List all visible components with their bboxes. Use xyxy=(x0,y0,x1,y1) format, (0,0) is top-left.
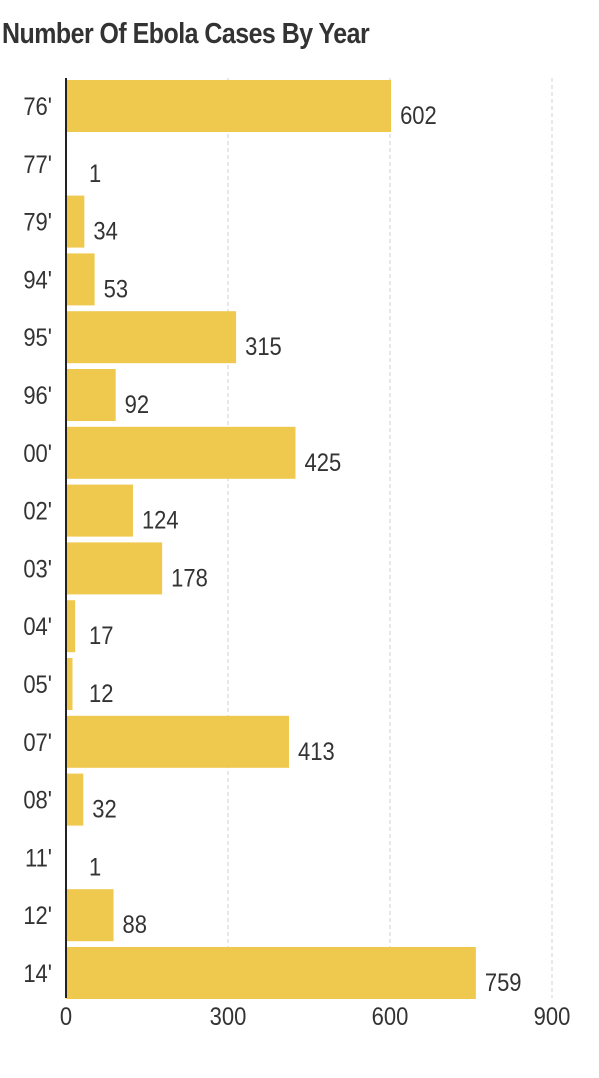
value-label: 178 xyxy=(171,564,208,592)
x-tick-label: 900 xyxy=(534,1003,571,1031)
labels: 0 300 600 900 76' 602 77' 1 79' 34 94' 53 95' 315 96' 9… xyxy=(23,93,570,1031)
value-label: 88 xyxy=(123,911,147,939)
category-label: 96' xyxy=(23,382,52,410)
category-label: 76' xyxy=(23,93,52,121)
category-label: 00' xyxy=(23,440,52,468)
bar xyxy=(66,600,76,653)
value-label: 124 xyxy=(142,506,179,534)
bar xyxy=(66,253,95,306)
bar xyxy=(66,773,84,826)
bars xyxy=(66,80,476,999)
x-tick-label: 0 xyxy=(60,1003,72,1031)
gridlines xyxy=(227,78,553,998)
bar xyxy=(66,658,73,710)
value-label: 53 xyxy=(104,275,128,303)
value-label: 425 xyxy=(305,449,342,477)
bar xyxy=(66,195,85,248)
bar xyxy=(66,426,296,479)
value-label: 17 xyxy=(89,622,113,650)
value-label: 1 xyxy=(89,160,101,188)
bar xyxy=(66,311,237,364)
bar xyxy=(66,542,163,595)
category-label: 12' xyxy=(23,902,52,930)
value-label: 602 xyxy=(400,102,437,130)
value-label: 32 xyxy=(92,795,116,823)
category-label: 05' xyxy=(23,671,52,699)
category-label: 02' xyxy=(23,497,52,525)
category-label: 11' xyxy=(25,844,52,872)
bar xyxy=(66,484,133,537)
value-label: 759 xyxy=(485,969,522,997)
x-tick-label: 300 xyxy=(210,1003,247,1031)
value-label: 92 xyxy=(125,391,149,419)
x-tick-label: 600 xyxy=(372,1003,409,1031)
value-label: 315 xyxy=(245,333,282,361)
bar xyxy=(66,947,476,999)
category-label: 95' xyxy=(23,324,52,352)
chart-title: Number Of Ebola Cases By Year xyxy=(2,18,370,50)
value-label: 413 xyxy=(298,738,335,766)
category-label: 79' xyxy=(23,208,52,236)
bar xyxy=(66,369,116,421)
category-label: 03' xyxy=(23,555,52,583)
category-label: 94' xyxy=(23,266,52,294)
value-label: 34 xyxy=(93,217,117,245)
category-label: 77' xyxy=(23,151,52,179)
bar xyxy=(66,80,392,132)
bar xyxy=(66,715,290,768)
category-label: 07' xyxy=(23,729,52,757)
category-label: 08' xyxy=(23,786,52,814)
category-label: 04' xyxy=(23,613,52,641)
category-label: 14' xyxy=(23,960,52,988)
value-label: 1 xyxy=(89,853,101,881)
value-label: 12 xyxy=(89,680,113,708)
bar xyxy=(66,889,114,942)
